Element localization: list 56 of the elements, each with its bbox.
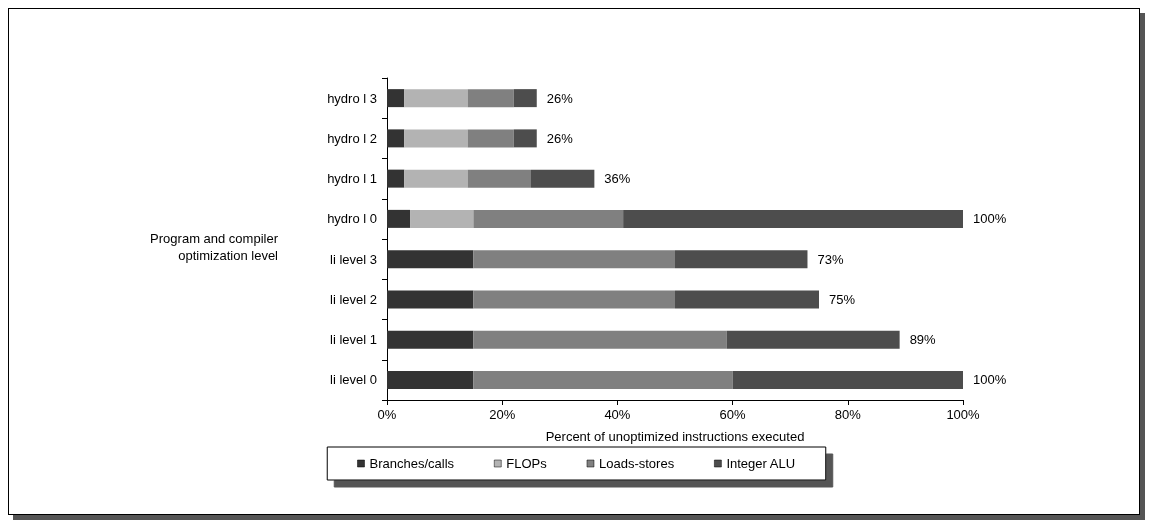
bar bbox=[473, 209, 624, 228]
y-tick-label: hydro l 2 bbox=[327, 130, 377, 146]
bar bbox=[404, 169, 468, 188]
x-tick-label: 60% bbox=[719, 407, 747, 422]
bar bbox=[473, 290, 675, 309]
x-tick-label: 0% bbox=[377, 407, 397, 422]
bar bbox=[404, 129, 468, 148]
x-tick-label: 100% bbox=[946, 407, 981, 422]
bar bbox=[387, 290, 474, 309]
legend-label: FLOPs bbox=[506, 456, 548, 471]
y-axis-title: Program and compiler optimization level bbox=[150, 231, 279, 263]
total-label: 100% bbox=[973, 372, 1007, 388]
bar bbox=[410, 209, 474, 228]
y-tick-label: li level 1 bbox=[330, 332, 377, 348]
bar bbox=[513, 129, 537, 148]
total-label: 75% bbox=[829, 291, 856, 307]
bar bbox=[726, 330, 900, 349]
bar bbox=[732, 370, 963, 389]
bar bbox=[387, 370, 474, 389]
legend-label: Branches/calls bbox=[369, 456, 455, 471]
bar bbox=[404, 89, 468, 108]
bar bbox=[387, 129, 405, 148]
y-tick-label: hydro l 3 bbox=[327, 90, 377, 106]
legend-label: Loads-stores bbox=[598, 456, 675, 471]
y-tick-label: li level 2 bbox=[330, 291, 377, 307]
bar bbox=[387, 169, 405, 188]
y-tick-label: li level 3 bbox=[330, 251, 377, 267]
total-label: 73% bbox=[817, 251, 844, 267]
bar bbox=[623, 209, 963, 228]
bar bbox=[467, 169, 531, 188]
y-tick-label: li level 0 bbox=[330, 372, 377, 388]
x-axis-title: Percent of unoptimized instructions executed bbox=[545, 429, 805, 444]
y-tick-label: hydro l 1 bbox=[327, 171, 377, 187]
bar bbox=[467, 129, 514, 148]
bar bbox=[387, 89, 405, 108]
bar bbox=[467, 89, 514, 108]
total-label: 26% bbox=[546, 90, 574, 106]
bar bbox=[531, 169, 595, 188]
bar bbox=[473, 250, 675, 269]
legend-label: Integer ALU bbox=[726, 456, 796, 471]
bar bbox=[675, 290, 819, 309]
x-tick-label: 40% bbox=[604, 407, 631, 422]
y-tick-label: hydro l 0 bbox=[327, 211, 377, 227]
bar bbox=[387, 330, 474, 349]
total-label: 100% bbox=[973, 211, 1007, 227]
x-tick-label: 20% bbox=[489, 407, 516, 422]
total-label: 89% bbox=[909, 332, 937, 348]
bar bbox=[387, 250, 474, 269]
total-label: 36% bbox=[604, 171, 631, 187]
bar bbox=[473, 330, 727, 349]
bar bbox=[473, 370, 733, 389]
bar bbox=[387, 209, 411, 228]
bar bbox=[675, 250, 808, 269]
bar bbox=[513, 89, 537, 108]
total-label: 26% bbox=[546, 130, 574, 146]
x-tick-label: 80% bbox=[834, 407, 862, 422]
